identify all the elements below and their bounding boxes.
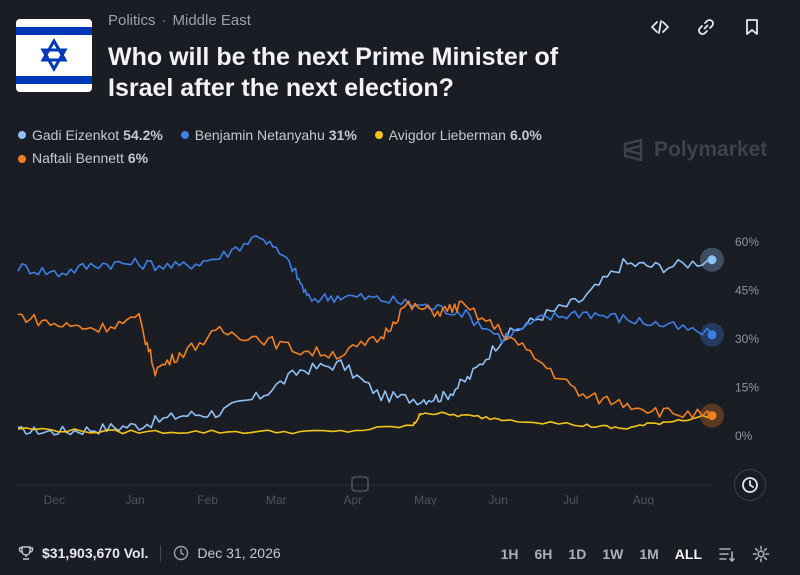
legend-value: 6% — [127, 150, 149, 166]
legend-name: Avigdor Lieberman — [388, 126, 506, 143]
x-tick-label: Dec — [44, 493, 65, 505]
clock-icon — [742, 477, 758, 493]
x-tick-label: Feb — [197, 493, 218, 505]
gear-icon[interactable] — [752, 545, 770, 563]
watermark-text: Polymarket — [654, 138, 768, 161]
legend-value: 54.2% — [123, 126, 163, 143]
flag-bottom-stripe — [16, 76, 92, 84]
star-of-david-icon — [40, 38, 68, 72]
header-actions — [650, 17, 762, 37]
end-date: Dec 31, 2026 — [197, 545, 281, 561]
legend-value: 6.0% — [509, 126, 542, 143]
flag-top-stripe — [16, 27, 92, 35]
polymarket-logo-icon — [623, 138, 643, 162]
series-end-marker — [707, 255, 717, 265]
range-handle[interactable] — [351, 476, 369, 492]
y-tick-label: 15% — [735, 381, 759, 395]
range-1w[interactable]: 1W — [602, 546, 624, 562]
legend-item[interactable]: Avigdor Lieberman 6.0% — [374, 124, 542, 147]
israel-flag — [16, 19, 92, 92]
filter-icon[interactable] — [718, 545, 736, 563]
x-tick-label: May — [414, 493, 437, 505]
divider — [160, 545, 162, 561]
x-tick-label: Aug — [633, 493, 654, 505]
y-tick-label: 0% — [735, 429, 753, 443]
legend-swatch — [18, 154, 26, 163]
legend-swatch — [180, 131, 189, 139]
range-1h[interactable]: 1H — [500, 546, 519, 562]
range-1d[interactable]: 1D — [568, 546, 587, 562]
link-icon[interactable] — [696, 17, 716, 37]
code-icon[interactable] — [650, 17, 670, 37]
breadcrumb-category[interactable]: Politics — [108, 12, 156, 29]
legend-value: 31% — [328, 126, 357, 143]
legend-item[interactable]: Benjamin Netanyahu 31% — [180, 124, 357, 147]
range-all[interactable]: ALL — [674, 546, 702, 562]
legend-swatch — [18, 131, 26, 139]
series-end-marker — [707, 411, 717, 421]
trophy-icon — [18, 546, 34, 560]
series-line[interactable] — [17, 300, 713, 419]
legend-name: Gadi Eizenkot — [32, 126, 120, 143]
chart-legend: Gadi Eizenkot 54.2% Benjamin Netanyahu 3… — [18, 123, 638, 170]
clock-icon — [174, 545, 189, 561]
price-chart[interactable]: 60% 45% 30% 15% 0% Dec Jan Feb Mar Apr May Jun Jul Au… — [0, 215, 800, 505]
y-tick-label: 30% — [735, 332, 759, 346]
x-tick-label: Jul — [563, 493, 578, 505]
legend-name: Naftali Bennett — [32, 150, 124, 166]
range-1m[interactable]: 1M — [639, 546, 659, 562]
polymarket-watermark: Polymarket — [622, 138, 767, 162]
breadcrumb: Politics · Middle East — [108, 12, 251, 29]
series-end-marker — [707, 330, 717, 340]
volume-text: $31,903,670 Vol. — [42, 545, 149, 561]
legend-item[interactable]: Gadi Eizenkot 54.2% — [18, 124, 163, 147]
time-range-selector: 1H 6H 1D 1W 1M ALL — [501, 545, 770, 563]
market-footer: $31,903,670 Vol. Dec 31, 2026 — [18, 545, 281, 561]
bookmark-icon[interactable] — [742, 17, 762, 37]
breadcrumb-subcategory[interactable]: Middle East — [172, 12, 251, 29]
x-tick-label: Apr — [344, 493, 363, 505]
legend-item[interactable]: Naftali Bennett 6% — [18, 147, 148, 170]
series-line[interactable] — [17, 411, 713, 435]
x-tick-label: Mar — [266, 493, 287, 505]
legend-swatch — [374, 131, 383, 139]
series-line[interactable] — [17, 257, 713, 436]
legend-name: Benjamin Netanyahu — [194, 126, 325, 143]
x-tick-label: Jun — [488, 493, 507, 505]
x-tick-label: Jan — [125, 493, 144, 505]
clock-button[interactable] — [734, 469, 766, 501]
series-line[interactable] — [17, 234, 713, 344]
page-title: Who will be the next Prime Minister of I… — [108, 43, 559, 102]
range-6h[interactable]: 6H — [534, 546, 553, 562]
y-tick-label: 60% — [735, 235, 759, 249]
breadcrumb-separator: · — [161, 12, 167, 29]
y-tick-label: 45% — [735, 284, 759, 298]
